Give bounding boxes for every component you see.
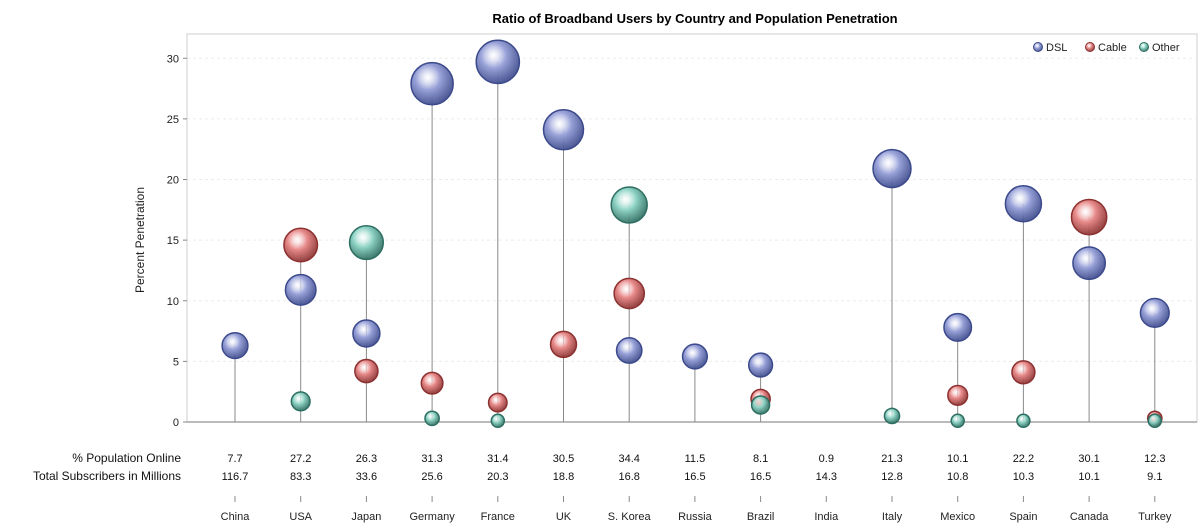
y-tick-label: 0 [173, 417, 179, 429]
bubble-cable-mexico [947, 384, 969, 406]
table-cell: 9.1 [1147, 471, 1162, 483]
bubble-other-france [490, 413, 506, 429]
table-cell: 20.3 [487, 471, 508, 483]
table-cell: 116.7 [222, 471, 249, 483]
table-cell: 31.3 [421, 453, 442, 465]
table-cell: 10.3 [1013, 471, 1034, 483]
bubble-cable-germany [420, 371, 444, 395]
legend-label-cable: Cable [1098, 42, 1127, 54]
bubble-cable-japan [354, 358, 379, 384]
table-cell: 31.4 [487, 453, 508, 465]
legend-swatch-other [1139, 42, 1149, 52]
bubble-other-usa [290, 391, 311, 412]
x-tick-label: Mexico [940, 511, 975, 523]
x-tick-label: USA [289, 511, 312, 523]
bubble-dsl-france [475, 39, 521, 85]
bubble-dsl-s-korea [615, 337, 643, 364]
table-cell: 34.4 [618, 453, 639, 465]
plot-area: 0 5 10 15 20 25 30 [167, 33, 1198, 429]
legend-label-dsl: DSL [1046, 42, 1067, 54]
table-cell: 10.1 [1078, 471, 1099, 483]
x-tick-label: S. Korea [608, 511, 652, 523]
bubble-dsl-mexico [943, 312, 973, 342]
bubble-cable-canada [1070, 198, 1108, 236]
table-cell: 83.3 [290, 471, 311, 483]
table-cell: 14.3 [816, 471, 837, 483]
bubble-dsl-japan [352, 319, 381, 348]
x-tick-label: India [814, 511, 839, 523]
x-tick-label: Brazil [747, 511, 775, 523]
bubble-cable-spain [1011, 360, 1036, 385]
bubble-dsl-turkey [1139, 297, 1170, 328]
table-cell: 26.3 [356, 453, 377, 465]
table-cell: 7.7 [227, 453, 242, 465]
bubble-dsl-italy [872, 148, 912, 189]
bubble-other-japan [348, 224, 384, 261]
x-tick-label: France [481, 511, 515, 523]
bubble-cable-usa [283, 227, 319, 263]
table-cell: 30.5 [553, 453, 574, 465]
bubble-other-s-korea [610, 186, 648, 224]
table-cell: 16.8 [618, 471, 639, 483]
x-tick-label: Italy [882, 511, 903, 523]
y-tick-label: 30 [167, 53, 179, 65]
bubble-cable-s-korea [613, 277, 646, 310]
legend-label-other: Other [1152, 42, 1180, 54]
bubble-dsl-germany [410, 61, 454, 106]
table-cell: 0.9 [819, 453, 834, 465]
table-cell: 12.8 [881, 471, 902, 483]
bubble-dsl-canada [1072, 246, 1107, 281]
table-row-label: Total Subscribers in Millions [33, 469, 181, 483]
y-tick-label: 10 [167, 296, 179, 308]
table-cell: 25.6 [421, 471, 442, 483]
table-cell: 10.8 [947, 471, 968, 483]
y-tick-label: 15 [167, 235, 179, 247]
table-cell: 16.5 [750, 471, 771, 483]
x-tick-label: Canada [1070, 511, 1109, 523]
table-cell: 8.1 [753, 453, 768, 465]
legend-swatch-dsl [1033, 42, 1043, 52]
y-tick-label: 25 [167, 114, 179, 126]
bubble-other-spain [1016, 413, 1031, 429]
table-cell: 30.1 [1078, 453, 1099, 465]
table-cell: 22.2 [1013, 453, 1034, 465]
bubble-cable-uk [549, 330, 578, 359]
table-cell: 21.3 [881, 453, 902, 465]
x-tick-label: China [221, 511, 251, 523]
table-cell: 27.2 [290, 453, 311, 465]
x-tick-label: Japan [351, 511, 381, 523]
bubble-other-germany [424, 410, 440, 427]
table-cell: 18.8 [553, 471, 574, 483]
y-tick-label: 20 [167, 175, 179, 187]
y-tick-label: 5 [173, 356, 179, 368]
table-row-label: % Population Online [72, 451, 181, 465]
legend-swatch-cable [1085, 42, 1095, 52]
bubble-other-mexico [950, 413, 965, 429]
table-cell: 16.5 [684, 471, 705, 483]
bubble-cable-france [487, 392, 508, 413]
table-cell: 33.6 [356, 471, 377, 483]
x-tick-label: Russia [678, 511, 713, 523]
bubble-dsl-russia [681, 343, 709, 370]
bubble-other-brazil [750, 395, 771, 415]
table-cell: 10.1 [947, 453, 968, 465]
table-cell: 11.5 [685, 453, 706, 465]
bubble-dsl-brazil [747, 352, 774, 378]
bubble-dsl-spain [1004, 184, 1043, 223]
bubble-other-italy [883, 407, 901, 425]
x-tick-label: Turkey [1138, 511, 1172, 523]
bubble-other-turkey [1147, 413, 1163, 429]
x-tick-label: Spain [1009, 511, 1037, 523]
bubble-dsl-usa [284, 273, 317, 306]
chart-title: Ratio of Broadband Users by Country and … [492, 11, 897, 26]
bubble-dsl-china [221, 331, 249, 360]
x-tick-label: UK [556, 511, 572, 523]
bubble-dsl-uk [542, 109, 585, 151]
y-axis-label: Percent Penetration [133, 187, 147, 293]
table-cell: 12.3 [1144, 453, 1165, 465]
x-tick-label: Germany [409, 511, 455, 523]
